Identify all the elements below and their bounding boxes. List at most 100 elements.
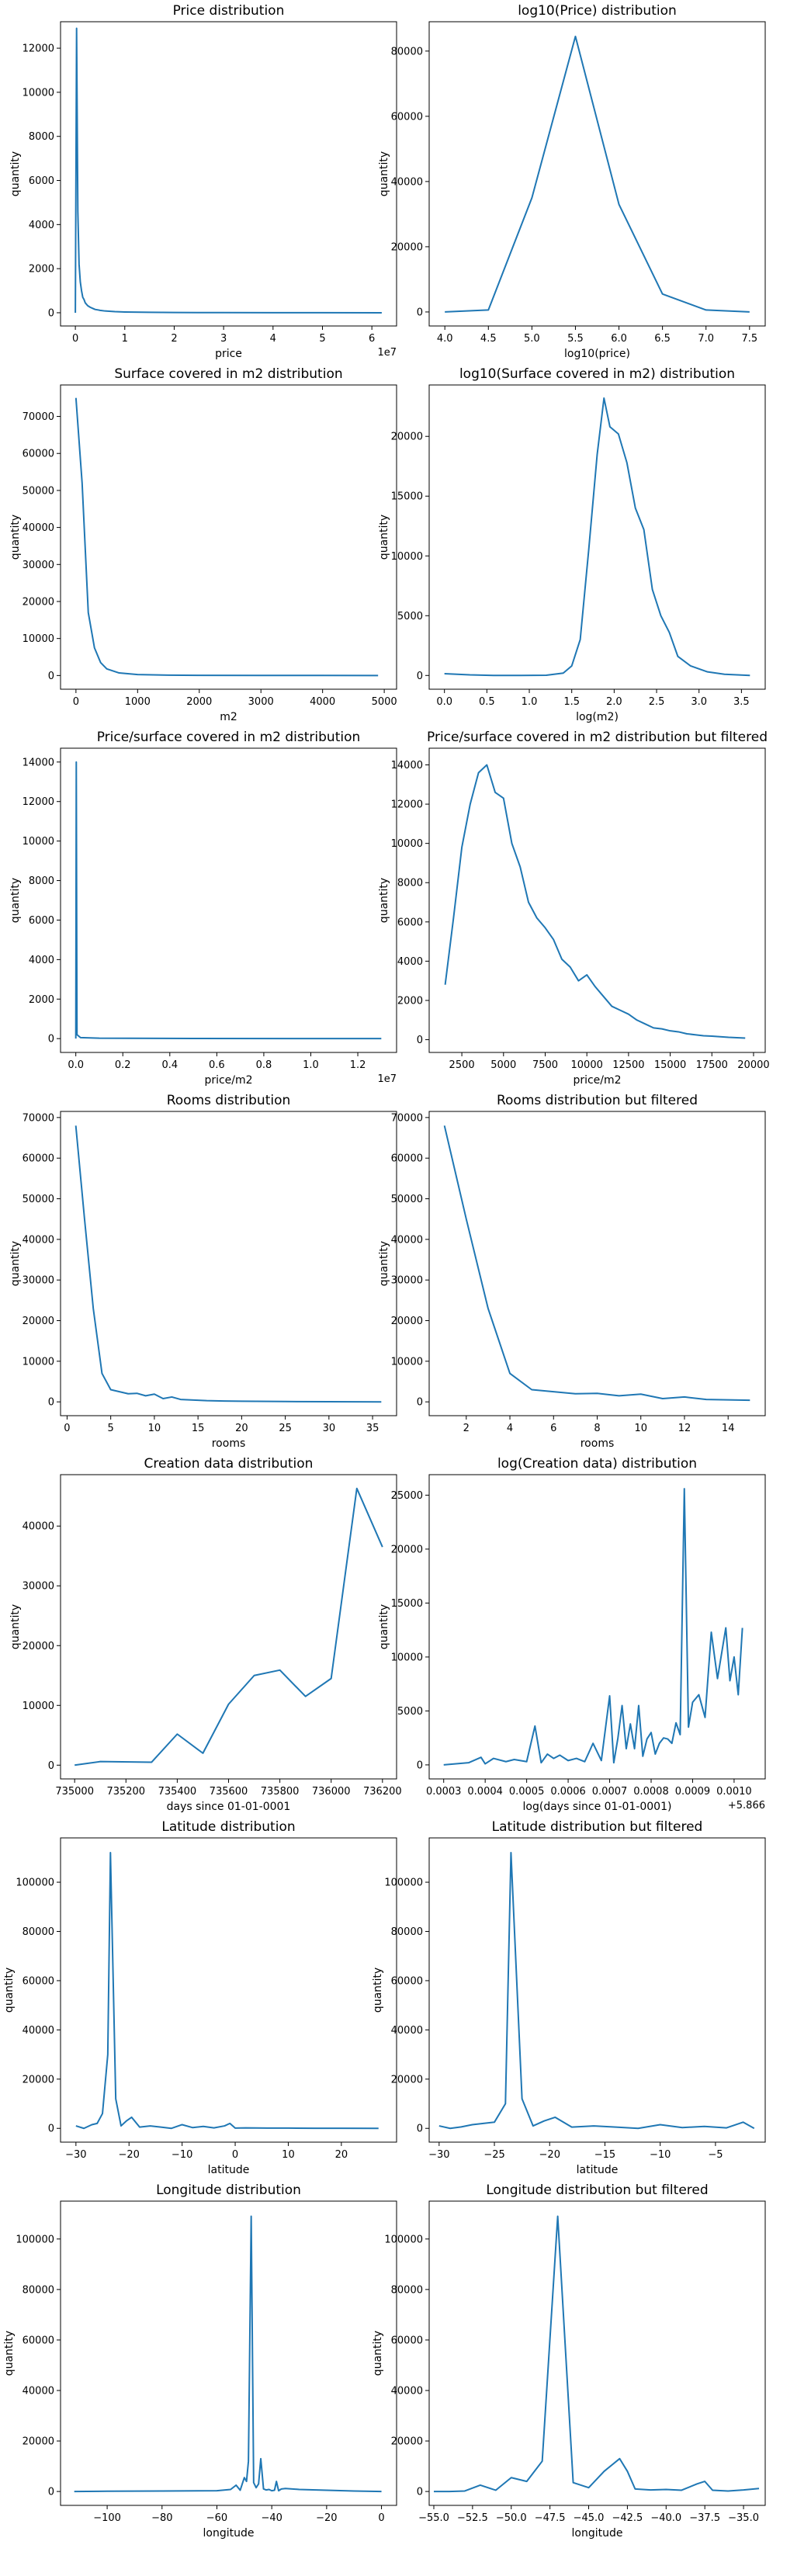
y-tick-label: 20000 bbox=[23, 1316, 54, 1327]
x-tick-label: 736000 bbox=[312, 1786, 351, 1798]
y-tick-label: 0 bbox=[48, 307, 54, 319]
x-tick-label: 3 bbox=[220, 333, 227, 345]
y-tick-label: 0 bbox=[417, 307, 423, 318]
y-axis-label: quantity bbox=[9, 1241, 22, 1286]
y-tick-label: 10000 bbox=[391, 551, 423, 563]
x-tick-label: 4.5 bbox=[480, 333, 497, 345]
y-tick-label: 0 bbox=[48, 2124, 54, 2135]
x-axis-label: rooms bbox=[581, 1437, 615, 1450]
chart-2: log10(Price) distribution 4.0 4.5 5.0 5.5 6.0… bbox=[378, 3, 766, 360]
x-tick-label: 0.0005 bbox=[509, 1786, 545, 1798]
chart-title: Price/surface covered in m2 distribution bbox=[97, 730, 361, 745]
x-tick-label: 2.0 bbox=[606, 696, 622, 708]
y-tick-label: 8000 bbox=[397, 878, 423, 889]
y-tick-label: 60000 bbox=[23, 449, 54, 460]
y-tick-label: 15000 bbox=[391, 491, 423, 503]
x-tick-label: 15 bbox=[192, 1423, 205, 1434]
y-tick-label: 30000 bbox=[23, 560, 54, 571]
y-tick-label: 2000 bbox=[29, 994, 54, 1006]
y-tick-label: 80000 bbox=[391, 1926, 423, 1938]
x-tick-label: 5000 bbox=[372, 696, 397, 708]
x-tick-label: −15 bbox=[594, 2149, 615, 2161]
y-tick-label: 50000 bbox=[23, 485, 54, 497]
chart-title: Latitude distribution bbox=[161, 1819, 295, 1835]
chart-title: Rooms distribution bbox=[167, 1093, 291, 1108]
x-tick-label: 3.0 bbox=[691, 696, 707, 708]
y-axis-label: quantity bbox=[378, 1604, 390, 1649]
y-tick-label: 6000 bbox=[29, 915, 54, 927]
series-line bbox=[443, 1125, 750, 1402]
x-tick-label: −30 bbox=[65, 2149, 86, 2161]
chart-title: Price distribution bbox=[173, 3, 285, 19]
y-tick-label: 6000 bbox=[29, 175, 54, 187]
y-tick-label: 60000 bbox=[391, 1975, 423, 1987]
x-tick-label: 5 bbox=[319, 333, 325, 345]
x-axis-label: m2 bbox=[220, 711, 237, 723]
x-tick-label: −20 bbox=[119, 2149, 140, 2161]
x-axis-label: longitude bbox=[572, 2527, 623, 2540]
y-tick-label: 0 bbox=[417, 671, 423, 682]
x-tick-label: 6.5 bbox=[654, 333, 671, 345]
chart-5: Price/surface covered in m2 distribution… bbox=[9, 730, 397, 1087]
x-tick-label: 0.8 bbox=[256, 1059, 272, 1071]
x-tick-label: 6.0 bbox=[611, 333, 627, 345]
y-tick-label: 0 bbox=[48, 1760, 54, 1772]
x-tick-label: −25 bbox=[483, 2149, 504, 2161]
x-tick-label: 7.5 bbox=[741, 333, 757, 345]
x-axis-label: price/m2 bbox=[573, 1074, 621, 1087]
x-tick-label: 0 bbox=[232, 2149, 238, 2161]
plot-frame bbox=[60, 1474, 397, 1780]
plot-frame bbox=[60, 1111, 397, 1416]
x-tick-label: 7500 bbox=[532, 1059, 558, 1071]
x-tick-label: 0 bbox=[73, 696, 79, 708]
y-axis-label: quantity bbox=[3, 2331, 16, 2376]
y-tick-label: 20000 bbox=[23, 596, 54, 608]
y-tick-label: 0 bbox=[417, 1397, 423, 1409]
y-tick-label: 12000 bbox=[391, 799, 423, 811]
y-tick-label: 10000 bbox=[391, 838, 423, 850]
x-axis-label: price/m2 bbox=[204, 1074, 252, 1087]
y-tick-label: 10000 bbox=[23, 1701, 54, 1712]
x-tick-label: −40 bbox=[261, 2512, 282, 2524]
x-tick-label: 1.2 bbox=[350, 1059, 366, 1071]
y-tick-label: 40000 bbox=[23, 2025, 54, 2037]
x-tick-label: 10 bbox=[148, 1423, 161, 1434]
x-tick-label: −20 bbox=[539, 2149, 560, 2161]
x-tick-label: 735000 bbox=[55, 1786, 94, 1798]
y-tick-label: 40000 bbox=[391, 2025, 423, 2037]
y-tick-label: 10000 bbox=[391, 1356, 423, 1368]
x-tick-label: 0.0003 bbox=[426, 1786, 462, 1798]
x-tick-label: −10 bbox=[650, 2149, 671, 2161]
y-tick-label: 70000 bbox=[23, 411, 54, 423]
y-axis-label: quantity bbox=[9, 878, 22, 923]
y-tick-label: 25000 bbox=[391, 1490, 423, 1502]
y-tick-label: 60000 bbox=[391, 2335, 423, 2346]
y-tick-label: 8000 bbox=[29, 875, 54, 887]
y-tick-label: 20000 bbox=[391, 1316, 423, 1327]
x-tick-label: 2 bbox=[171, 333, 177, 345]
y-tick-label: 60000 bbox=[23, 1975, 54, 1987]
x-tick-label: 5 bbox=[108, 1423, 114, 1434]
x-tick-label: 35 bbox=[366, 1423, 380, 1434]
y-tick-label: 10000 bbox=[23, 87, 54, 99]
y-tick-label: 60000 bbox=[23, 2335, 54, 2346]
x-tick-label: −35.0 bbox=[728, 2512, 759, 2524]
chart-title: log(Creation data) distribution bbox=[497, 1456, 697, 1472]
x-tick-label: 5.0 bbox=[524, 333, 540, 345]
chart-8: Rooms distribution but filtered 2 4 6 8 10 12 1… bbox=[378, 1093, 766, 1450]
x-tick-label: 15000 bbox=[654, 1059, 686, 1071]
x-tick-label: 0.0004 bbox=[467, 1786, 503, 1798]
y-tick-label: 80000 bbox=[23, 2284, 54, 2296]
y-tick-label: 2000 bbox=[397, 995, 423, 1007]
x-axis-label: log(m2) bbox=[576, 711, 619, 723]
y-tick-label: 0 bbox=[48, 671, 54, 682]
plot-frame bbox=[60, 21, 397, 327]
y-tick-label: 10000 bbox=[391, 1652, 423, 1663]
y-tick-label: 100000 bbox=[16, 1877, 54, 1889]
x-offset-label: 1e7 bbox=[377, 347, 397, 359]
chart-10: log(Creation data) distribution 0.0003 0.0… bbox=[378, 1456, 766, 1813]
y-tick-label: 0 bbox=[417, 2487, 423, 2498]
x-tick-label: −37.5 bbox=[689, 2512, 720, 2524]
x-tick-label: 0.0006 bbox=[550, 1786, 586, 1798]
y-tick-label: 20000 bbox=[391, 1544, 423, 1555]
